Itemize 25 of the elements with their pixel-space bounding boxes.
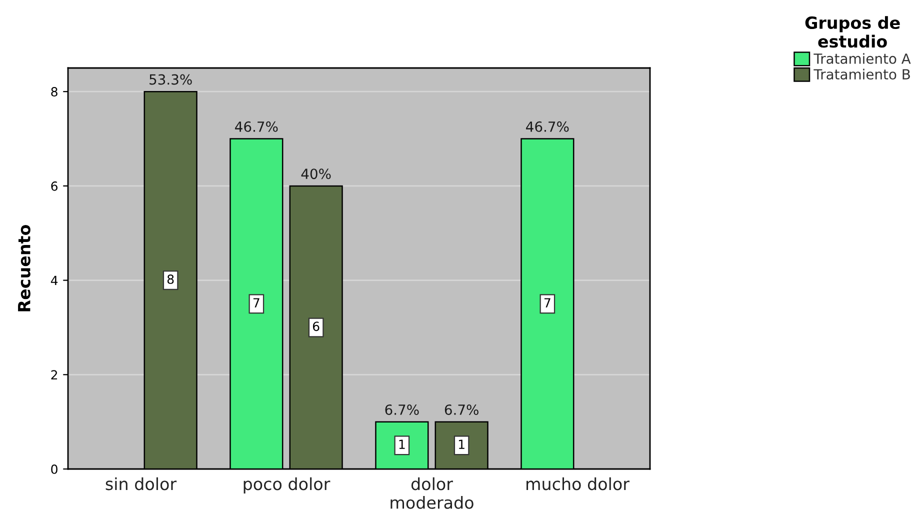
data-label: 7 — [253, 298, 260, 308]
legend-label: Tratamiento B — [814, 68, 910, 80]
y-tick-label: 0 — [51, 464, 58, 474]
y-tick-label: 2 — [51, 370, 58, 380]
x-tick-label: sin dolor — [106, 477, 177, 490]
annotation: 46.7% — [235, 121, 278, 132]
annotation: 53.3% — [150, 74, 192, 85]
y-tick-label: 4 — [50, 276, 58, 286]
annotation: 46.7% — [526, 121, 569, 132]
legend-label: Tratamiento A — [814, 53, 911, 64]
x-tick-label: poco dolor — [244, 477, 330, 494]
x-tick-label: dolor moderado — [390, 477, 474, 509]
data-label: 1 — [458, 440, 464, 449]
data-label: 1 — [399, 440, 405, 449]
legend-title: Grupos de estudio — [805, 16, 900, 48]
data-label: 7 — [544, 298, 550, 308]
y-tick-label: 8 — [51, 87, 58, 97]
data-label: 8 — [167, 274, 174, 284]
annotation: 6.7% — [444, 404, 478, 415]
annotation: 40% — [301, 168, 331, 180]
x-tick-label: mucho dolor — [526, 477, 630, 490]
annotation: 6.7% — [385, 404, 419, 415]
y-tick-label: 6 — [51, 181, 58, 191]
y-axis-title: Recuento — [18, 224, 30, 312]
data-label: 6 — [312, 322, 320, 332]
